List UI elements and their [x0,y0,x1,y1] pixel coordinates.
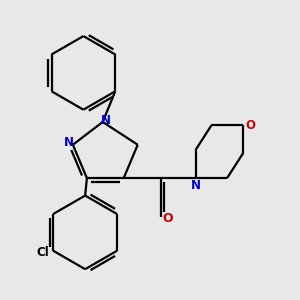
Text: N: N [190,179,201,192]
Text: N: N [100,114,110,127]
Text: O: O [246,119,256,132]
Text: Cl: Cl [36,246,49,259]
Text: O: O [162,212,173,225]
Text: N: N [64,136,74,149]
